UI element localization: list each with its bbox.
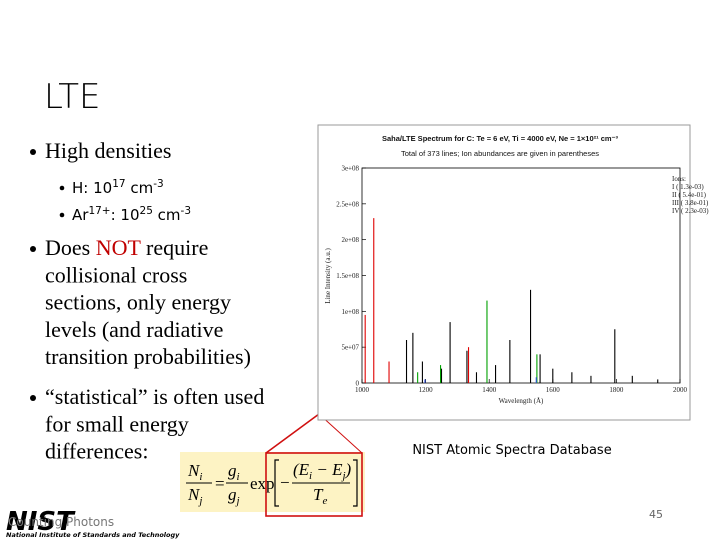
y-tick-label: 5e+07 bbox=[341, 344, 359, 352]
bullet-dot bbox=[30, 149, 36, 155]
y-tick-label: 2e+08 bbox=[341, 236, 359, 244]
y-tick-label: 2.5e+08 bbox=[336, 200, 359, 208]
symbol: g bbox=[228, 485, 237, 504]
subscript: i bbox=[309, 470, 312, 482]
text-run: cm bbox=[153, 206, 181, 224]
symbol: − E bbox=[312, 460, 343, 479]
equation-relation: = bbox=[215, 474, 225, 493]
logo-subtitle: National Institute of Standards and Tech… bbox=[6, 531, 180, 539]
text-run: collisional cross bbox=[45, 262, 187, 287]
superscript: -3 bbox=[153, 178, 163, 190]
text-run: require bbox=[141, 235, 209, 260]
bullet-line: Does NOT require bbox=[45, 235, 208, 260]
subscript: e bbox=[322, 495, 327, 507]
text-run: : 10 bbox=[111, 206, 140, 224]
text-run: NOT bbox=[96, 235, 142, 260]
text-run: “statistical” is often used bbox=[45, 384, 264, 409]
equation-sign: − bbox=[280, 473, 290, 492]
highlight-box bbox=[265, 452, 363, 517]
bracket bbox=[274, 459, 279, 507]
y-axis-label: Line Intensity (a.u.) bbox=[324, 248, 332, 304]
text-run: transition probabilities) bbox=[45, 344, 251, 369]
text-run: differences: bbox=[45, 439, 148, 464]
y-tick-label: 0 bbox=[356, 380, 360, 388]
text-run: Does bbox=[45, 235, 96, 260]
figure-frame bbox=[317, 124, 691, 421]
x-tick-label: 1600 bbox=[546, 386, 561, 394]
superscript: 17 bbox=[112, 178, 125, 190]
sub-bullet: H: 1017 cm-3 bbox=[72, 178, 164, 197]
text-run: sections, only energy bbox=[45, 290, 231, 315]
bullet-line: differences: bbox=[45, 439, 148, 464]
figure-subtitle: Total of 373 lines; Ion abundances are g… bbox=[401, 149, 599, 158]
bullet-line: transition probabilities) bbox=[45, 344, 251, 369]
x-tick-label: 1800 bbox=[609, 386, 624, 394]
bullet-dot bbox=[30, 246, 36, 252]
text-run: Ar bbox=[72, 206, 89, 224]
subscript: i bbox=[199, 471, 202, 483]
bullet-dot bbox=[30, 395, 36, 401]
legend-entry: II ( 5.4e-01) bbox=[672, 191, 707, 199]
footer: Counting Photons bbox=[8, 515, 114, 529]
figure-title: Saha/LTE Spectrum for C: Te = 6 eV, Ti =… bbox=[382, 134, 619, 143]
text-run: cm bbox=[126, 179, 154, 197]
symbol: N bbox=[187, 485, 201, 504]
bullet-line: High densities bbox=[45, 138, 172, 163]
page-number: 45 bbox=[649, 508, 663, 521]
equation-term: gj bbox=[228, 485, 240, 507]
bullet-line: collisional cross bbox=[45, 262, 187, 287]
bullet-line: for small energy bbox=[45, 411, 189, 436]
legend-title: Ions: bbox=[672, 175, 686, 183]
text-run: H: 10 bbox=[72, 179, 112, 197]
superscript: 17+ bbox=[88, 205, 110, 217]
symbol: g bbox=[228, 461, 237, 480]
symbol: N bbox=[187, 461, 201, 480]
superscript: 25 bbox=[140, 205, 153, 217]
text-run: High densities bbox=[45, 138, 172, 163]
symbol: T bbox=[313, 485, 324, 504]
equation-term: Ni bbox=[187, 461, 202, 483]
equation-term: (Ei − Ej) bbox=[293, 460, 352, 482]
y-tick-label: 1.5e+08 bbox=[336, 272, 359, 280]
logo-name: NIST bbox=[6, 507, 76, 537]
x-tick-label: 2000 bbox=[673, 386, 688, 394]
bullet-line: “statistical” is often used bbox=[45, 384, 264, 409]
text-run: levels (and radiative bbox=[45, 317, 223, 342]
text-run: for small energy bbox=[45, 411, 189, 436]
subscript: j bbox=[340, 470, 345, 482]
sub-bullet: Ar17+: 1025 cm-3 bbox=[72, 205, 191, 224]
sub-bullet-dot bbox=[59, 185, 65, 191]
x-axis-label: Wavelength (Å) bbox=[499, 397, 544, 405]
symbol: (E bbox=[293, 460, 310, 479]
equation-term: Te bbox=[313, 485, 327, 507]
y-tick-label: 3e+08 bbox=[341, 165, 359, 173]
legend-entry: III ( 3.8e-01) bbox=[672, 199, 709, 207]
figure-caption: NIST Atomic Spectra Database bbox=[412, 443, 611, 458]
equation-term: gi bbox=[228, 461, 240, 483]
subscript: j bbox=[235, 495, 240, 507]
legend-entry: IV ( 2.3e-03) bbox=[672, 207, 709, 215]
equation-box bbox=[180, 452, 365, 512]
equation-function: exp bbox=[250, 474, 275, 493]
legend-entry: I ( 1.3e-03) bbox=[672, 183, 704, 191]
equation-term: Nj bbox=[187, 485, 202, 507]
x-tick-label: 1400 bbox=[482, 386, 497, 394]
subscript: j bbox=[197, 495, 202, 507]
bullet-line: levels (and radiative bbox=[45, 317, 223, 342]
subscript: i bbox=[237, 471, 240, 483]
symbol: ) bbox=[345, 460, 352, 479]
y-tick-label: 1e+08 bbox=[341, 308, 359, 316]
x-tick-label: 1200 bbox=[419, 386, 434, 394]
x-tick-label: 1000 bbox=[355, 386, 370, 394]
bracket bbox=[353, 459, 358, 507]
bullet-line: sections, only energy bbox=[45, 290, 231, 315]
pointer-line bbox=[265, 413, 320, 454]
slide-title: LTE bbox=[44, 77, 101, 117]
sub-bullet-dot bbox=[59, 212, 65, 218]
superscript: -3 bbox=[181, 205, 191, 217]
